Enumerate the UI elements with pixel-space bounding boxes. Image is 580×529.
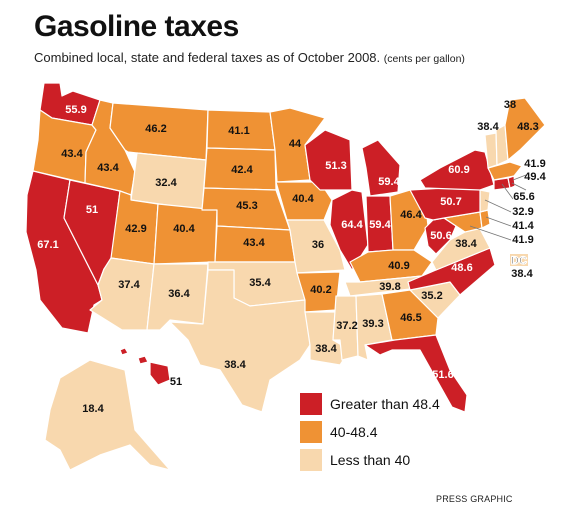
state-MA — [487, 161, 523, 181]
dc-tag: DC — [511, 255, 527, 267]
label-ID: 43.4 — [97, 162, 119, 174]
label-MO: 36 — [312, 239, 324, 251]
legend-label-high: Greater than 48.4 — [330, 396, 440, 412]
label-PA: 50.7 — [440, 196, 461, 208]
credit-line: PRESS GRAPHIC — [436, 494, 513, 504]
label-KS: 43.4 — [243, 237, 265, 249]
map-title: Gasoline taxes — [34, 10, 239, 43]
label-SC: 35.2 — [421, 290, 442, 302]
legend-swatch-mid — [300, 421, 322, 443]
state-FL — [364, 334, 468, 413]
label-RI: 49.4 — [524, 171, 546, 183]
label-OK: 35.4 — [249, 277, 271, 289]
label-NE: 45.3 — [236, 200, 257, 212]
label-VT: 38.4 — [477, 121, 499, 133]
label-IA: 40.4 — [292, 193, 314, 205]
label-MA: 41.9 — [524, 158, 545, 170]
label-AR: 40.2 — [310, 284, 331, 296]
label-FL: 51.6 — [432, 369, 453, 381]
label-IL: 64.4 — [341, 219, 363, 231]
label-CO: 40.4 — [173, 223, 195, 235]
label-DC: 38.4 — [511, 268, 533, 280]
label-WA: 55.9 — [65, 104, 86, 116]
label-ME: 48.3 — [517, 121, 538, 133]
label-MT: 46.2 — [145, 123, 166, 135]
map-subtitle: Combined local, state and federal taxes … — [34, 50, 465, 65]
state-MI — [361, 139, 401, 197]
state-AR — [296, 271, 341, 313]
label-ND: 41.1 — [228, 125, 249, 137]
label-SD: 42.4 — [231, 164, 253, 176]
label-TN: 39.8 — [379, 281, 400, 293]
label-TX: 38.4 — [224, 359, 246, 371]
label-UT: 42.9 — [125, 223, 146, 235]
label-IN: 59.4 — [369, 219, 391, 231]
legend-swatch-high — [300, 393, 322, 415]
state-TX — [169, 269, 311, 413]
label-AK: 18.4 — [82, 403, 104, 415]
label-DE: 41.4 — [512, 220, 534, 232]
label-NJ: 32.9 — [512, 206, 533, 218]
label-MS: 37.2 — [336, 320, 357, 332]
state-HI — [119, 347, 171, 386]
label-WV: 50.6 — [430, 230, 451, 242]
label-MD: 41.9 — [512, 234, 533, 246]
unit-note: (cents per gallon) — [383, 53, 465, 65]
label-OR: 43.4 — [61, 148, 83, 160]
label-AL: 39.3 — [362, 318, 383, 330]
label-LA: 38.4 — [315, 343, 337, 355]
state-AK — [44, 359, 171, 471]
label-KY: 40.9 — [388, 260, 409, 272]
label-GA: 46.5 — [400, 312, 421, 324]
label-OH: 46.4 — [400, 209, 422, 221]
label-AZ: 37.4 — [118, 279, 140, 291]
leader-lines — [469, 174, 527, 241]
label-NM: 36.4 — [168, 288, 190, 300]
label-NY: 60.9 — [448, 164, 469, 176]
label-NV: 51 — [86, 204, 98, 216]
label-VA: 38.4 — [455, 238, 477, 250]
label-CT: 65.6 — [513, 191, 534, 203]
label-CA: 67.1 — [37, 239, 58, 251]
label-WY: 32.4 — [155, 177, 177, 189]
label-MN: 44 — [289, 138, 302, 150]
legend-label-mid: 40-48.4 — [330, 424, 378, 440]
legend-swatch-low — [300, 449, 322, 471]
label-NH: 38 — [504, 99, 516, 111]
state-MO — [286, 219, 346, 274]
label-HI: 51 — [170, 376, 182, 388]
label-MI: 59.4 — [378, 176, 400, 188]
state-ME — [504, 97, 546, 161]
label-WI: 51.3 — [325, 160, 346, 172]
dc-tag-box — [510, 254, 528, 266]
legend-label-low: Less than 40 — [330, 452, 411, 468]
state-NC — [407, 247, 496, 296]
label-NC: 48.6 — [451, 262, 472, 274]
